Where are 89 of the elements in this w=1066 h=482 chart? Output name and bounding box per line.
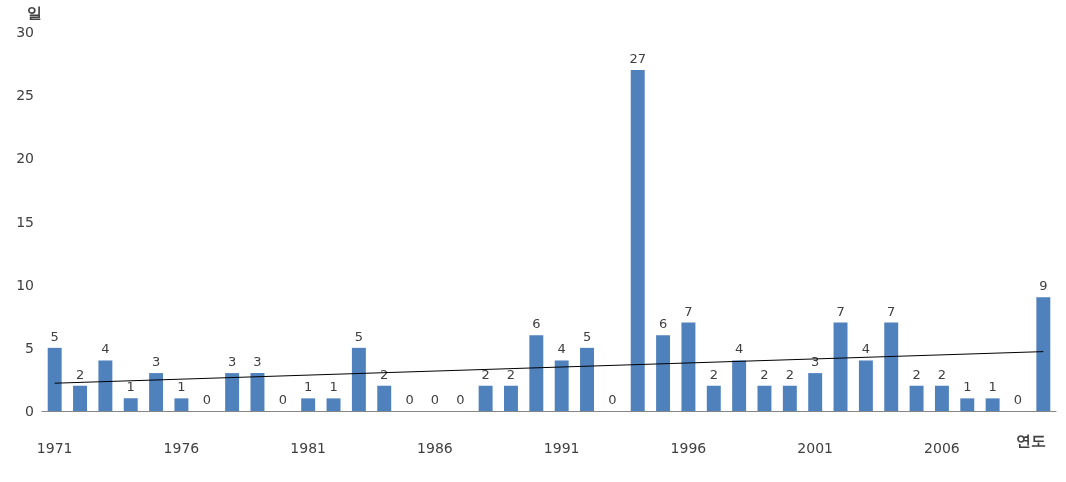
bar [580,347,594,411]
y-tick-label: 10 [16,276,34,293]
bar [174,398,189,411]
x-tick-label: 1996 [670,440,707,456]
bar [73,385,87,411]
data-label: 6 [658,316,668,332]
x-tick-label: 1971 [36,440,73,456]
data-label: 3 [253,354,262,370]
bar [149,373,164,411]
bar [98,360,113,411]
x-tick-label: 1986 [417,440,453,456]
y-tick-label: 5 [25,339,34,356]
y-axis-title: 일 [27,3,42,22]
data-label: 1 [988,379,997,395]
bar [225,373,240,411]
data-label: 3 [227,354,237,370]
data-label: 3 [811,354,820,370]
data-label: 5 [582,328,592,344]
data-label: 0 [430,392,440,407]
data-label: 2 [75,366,85,382]
x-tick-label: 1976 [163,440,200,456]
data-label: 0 [278,392,287,407]
data-label: 4 [861,341,871,357]
data-label: 7 [836,303,845,319]
data-label: 4 [557,341,566,357]
bar [504,385,518,411]
x-tick-label: 2006 [924,440,960,456]
data-label: 0 [405,392,414,407]
data-label: 27 [629,50,646,66]
data-label: 1 [126,379,135,395]
data-label: 4 [734,341,744,357]
bar [681,322,696,411]
bar [377,385,392,411]
bar [884,322,899,411]
data-label: 2 [937,366,947,382]
y-tick-label: 0 [25,403,34,419]
data-label: 2 [481,366,490,382]
data-label: 2 [912,366,921,382]
bar [47,347,62,411]
data-label: 0 [456,392,465,407]
bar [478,385,493,411]
bar [630,69,645,411]
data-label: 1 [963,379,972,395]
data-label: 3 [151,354,161,370]
data-label: 1 [329,379,338,395]
data-label: 4 [101,341,110,357]
data-label: 0 [202,392,211,407]
data-label: 2 [506,366,516,382]
bar [250,373,265,411]
bar [909,385,924,411]
bar [858,360,873,411]
x-tick-label: 1991 [543,440,580,456]
data-label: 2 [785,366,794,382]
bar [960,398,975,411]
bar [326,398,341,411]
data-label: 1 [177,379,186,395]
data-label: 9 [1039,278,1048,294]
data-label: 0 [608,392,617,407]
bar [706,385,721,411]
x-tick-label: 2001 [797,440,833,456]
bar [934,385,949,411]
bar [808,373,823,411]
y-tick-label: 15 [16,213,34,230]
bar [782,385,797,411]
data-label: 5 [50,328,59,344]
bar [529,335,544,411]
data-label: 7 [887,303,896,319]
data-label: 2 [760,366,769,382]
y-tick-label: 20 [16,150,34,167]
x-tick-label: 1981 [290,440,326,456]
bar [833,322,848,411]
data-label: 7 [684,303,693,319]
data-label: 5 [354,328,364,344]
bar [301,398,316,411]
data-label: 6 [532,316,541,332]
bar [732,360,747,411]
x-axis-title: 연도 [1016,431,1046,450]
bar [123,398,138,411]
data-label: 0 [1013,392,1023,407]
bar [351,347,366,411]
data-label: 1 [304,379,313,395]
bar [1036,297,1051,411]
data-label: 2 [709,366,718,382]
bar [554,360,569,411]
bar [656,335,671,411]
bar [757,385,772,411]
bar [985,398,1000,411]
y-tick-label: 30 [16,24,34,40]
y-tick-label: 25 [16,87,34,104]
